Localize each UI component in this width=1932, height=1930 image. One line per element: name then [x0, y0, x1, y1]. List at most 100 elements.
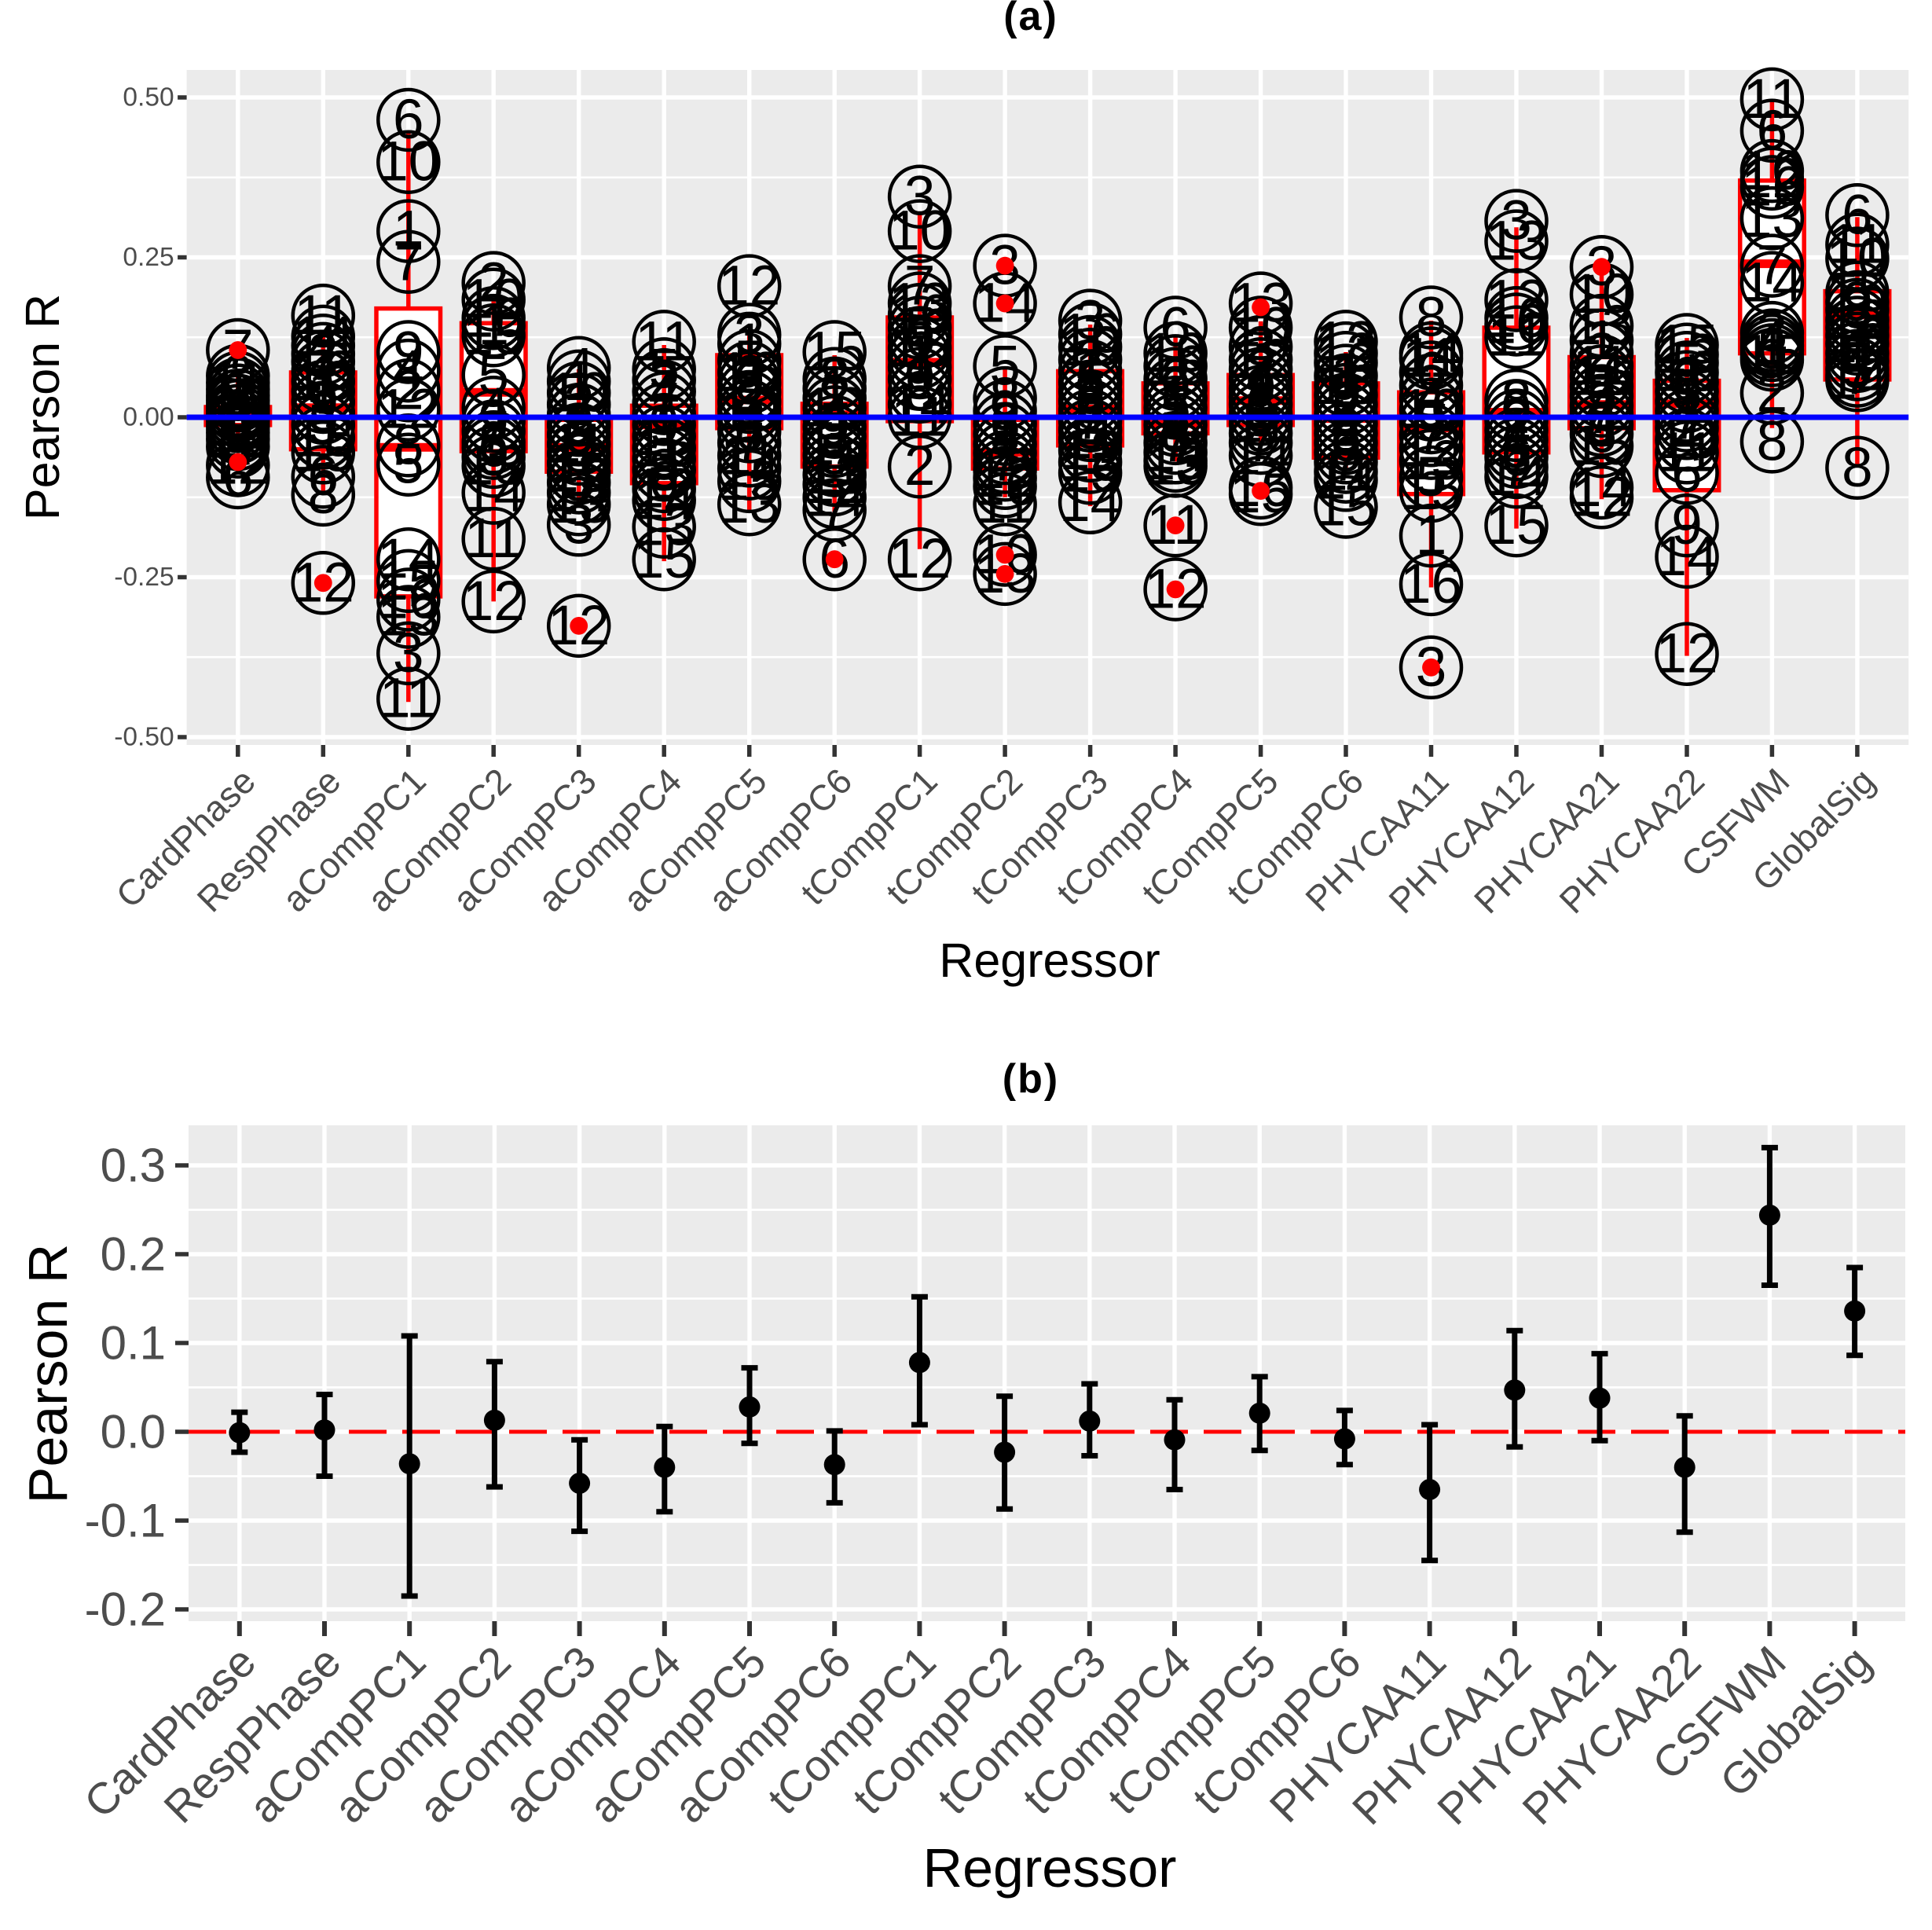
- svg-text:13: 13: [548, 473, 610, 535]
- svg-text:14: 14: [1059, 471, 1121, 534]
- svg-text:3: 3: [1671, 361, 1703, 423]
- svg-text:14: 14: [463, 462, 525, 524]
- svg-text:14: 14: [377, 528, 439, 590]
- svg-text:13: 13: [718, 473, 780, 535]
- svg-text:6: 6: [904, 307, 936, 369]
- svg-text:6: 6: [1586, 403, 1618, 465]
- svg-text:8: 8: [819, 348, 850, 410]
- svg-text:12: 12: [889, 528, 951, 590]
- svg-text:15: 15: [1145, 430, 1207, 492]
- svg-text:6: 6: [393, 89, 424, 151]
- svg-text:15: 15: [548, 442, 610, 504]
- svg-text:5: 5: [1671, 332, 1703, 394]
- svg-text:15: 15: [1826, 262, 1888, 324]
- svg-text:6: 6: [1330, 412, 1362, 474]
- svg-text:3: 3: [563, 494, 595, 556]
- svg-text:13: 13: [633, 496, 695, 558]
- svg-text:11: 11: [720, 424, 779, 486]
- svg-text:10: 10: [1400, 379, 1462, 441]
- svg-text:12: 12: [1741, 148, 1803, 210]
- svg-text:8: 8: [563, 423, 595, 485]
- svg-text:4: 4: [1842, 330, 1873, 392]
- svg-text:1: 1: [1671, 370, 1703, 432]
- svg-text:11: 11: [379, 668, 438, 730]
- svg-text:0.25: 0.25: [123, 243, 174, 272]
- svg-text:7: 7: [1671, 390, 1703, 452]
- svg-text:6: 6: [1671, 442, 1703, 504]
- svg-text:7: 7: [1330, 431, 1362, 494]
- svg-text:10: 10: [548, 362, 610, 424]
- svg-text:8: 8: [1245, 402, 1277, 464]
- svg-text:13: 13: [377, 586, 439, 648]
- svg-text:2: 2: [1586, 322, 1618, 384]
- svg-text:3: 3: [1330, 402, 1362, 464]
- svg-text:16: 16: [804, 415, 866, 477]
- svg-text:1: 1: [904, 327, 936, 389]
- svg-text:9: 9: [1075, 361, 1106, 423]
- svg-text:13: 13: [1486, 211, 1548, 273]
- svg-text:13: 13: [1315, 310, 1377, 372]
- svg-text:8: 8: [308, 464, 339, 526]
- svg-text:11: 11: [1317, 441, 1375, 503]
- svg-text:16: 16: [1656, 342, 1718, 404]
- svg-text:8: 8: [1075, 399, 1106, 461]
- svg-text:9: 9: [393, 321, 424, 383]
- svg-text:15: 15: [804, 321, 866, 383]
- svg-text:10: 10: [804, 376, 866, 438]
- svg-text:8: 8: [1842, 437, 1873, 499]
- svg-text:11: 11: [209, 352, 267, 414]
- svg-text:2: 2: [1671, 397, 1703, 459]
- svg-text:16: 16: [889, 284, 951, 346]
- svg-text:1: 1: [1842, 322, 1873, 384]
- svg-text:6: 6: [1416, 342, 1447, 404]
- svg-text:15: 15: [633, 528, 695, 590]
- svg-text:11: 11: [294, 284, 352, 347]
- svg-text:7: 7: [1245, 412, 1277, 474]
- svg-text:11: 11: [1743, 68, 1802, 130]
- svg-text:-0.1: -0.1: [85, 1495, 166, 1547]
- svg-text:2: 2: [393, 359, 424, 421]
- svg-text:4: 4: [734, 390, 765, 452]
- svg-text:10: 10: [207, 375, 269, 437]
- svg-text:16: 16: [1826, 304, 1888, 366]
- svg-text:8: 8: [1671, 351, 1703, 413]
- svg-text:4: 4: [1671, 380, 1703, 442]
- svg-text:11: 11: [1828, 214, 1886, 276]
- svg-text:11: 11: [550, 413, 608, 475]
- svg-text:10: 10: [1741, 140, 1803, 202]
- svg-text:10: 10: [1486, 294, 1548, 356]
- svg-text:0.2: 0.2: [101, 1228, 166, 1281]
- svg-text:1: 1: [478, 295, 509, 357]
- svg-text:14: 14: [292, 306, 354, 368]
- svg-text:16: 16: [1400, 553, 1462, 615]
- svg-text:15: 15: [463, 304, 525, 366]
- svg-text:11: 11: [464, 508, 522, 570]
- svg-text:15: 15: [889, 317, 951, 380]
- svg-text:14: 14: [1145, 421, 1207, 483]
- svg-text:2: 2: [563, 373, 595, 435]
- svg-text:Regressor: Regressor: [923, 1837, 1177, 1899]
- svg-text:12: 12: [633, 458, 695, 520]
- svg-text:0.3: 0.3: [101, 1139, 166, 1192]
- svg-text:-0.50: -0.50: [114, 723, 174, 752]
- svg-text:15: 15: [1315, 476, 1377, 538]
- svg-text:8: 8: [1586, 355, 1618, 417]
- svg-text:8: 8: [1501, 369, 1532, 431]
- svg-text:9: 9: [819, 396, 850, 458]
- svg-text:13: 13: [1400, 430, 1462, 492]
- svg-text:13: 13: [1145, 435, 1207, 497]
- svg-text:10: 10: [889, 200, 951, 262]
- svg-text:3: 3: [904, 166, 936, 228]
- svg-text:1: 1: [989, 403, 1021, 465]
- svg-text:7: 7: [393, 231, 424, 293]
- svg-text:16: 16: [1741, 156, 1803, 218]
- svg-text:2: 2: [1245, 338, 1277, 400]
- svg-text:1: 1: [1075, 340, 1106, 402]
- svg-text:15: 15: [1400, 460, 1462, 522]
- svg-text:(a): (a): [1003, 0, 1058, 39]
- svg-text:2: 2: [1075, 328, 1106, 391]
- svg-text:8: 8: [734, 371, 765, 433]
- svg-text:3: 3: [1245, 316, 1277, 378]
- svg-text:14: 14: [1486, 446, 1548, 508]
- svg-text:4: 4: [563, 337, 595, 399]
